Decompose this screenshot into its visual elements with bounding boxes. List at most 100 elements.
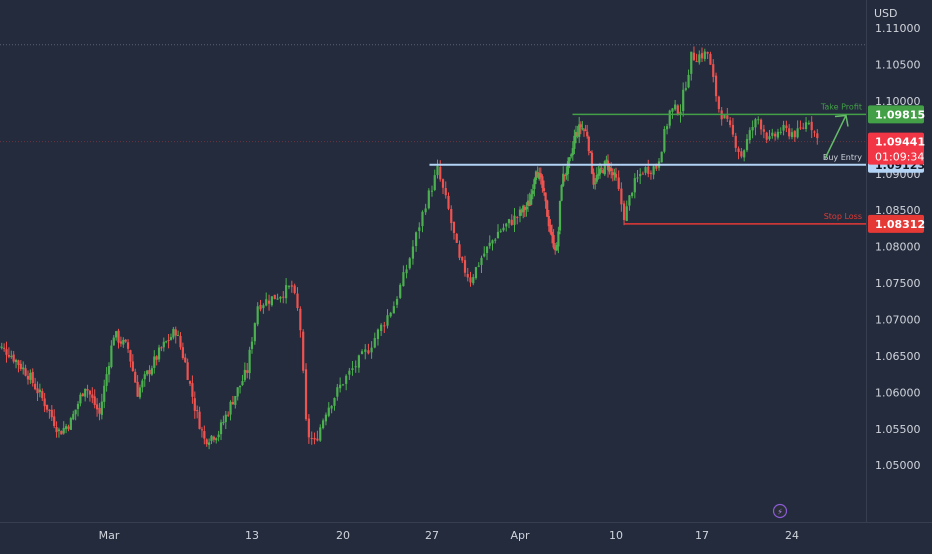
candle-body [453,222,455,233]
candle-body [5,349,7,355]
candle-body [311,438,313,439]
candle-body [782,125,784,131]
candle-body [450,209,452,223]
candle-body [604,161,606,174]
countdown-text: 01:09:34 [875,151,924,164]
candle-body [184,358,186,363]
candle-body [3,348,5,349]
candle-body [813,132,815,133]
candle-body [132,361,134,371]
candle-body [316,439,318,441]
candle-body [325,415,327,422]
time-tick-label: 10 [609,529,623,542]
candle-body [308,419,310,438]
candle-body [282,297,284,298]
candle-body [229,402,231,415]
candle-body [120,341,122,343]
candle-body [687,75,689,88]
candle-body [442,179,444,188]
candle-body [160,347,162,348]
candle-body [666,126,668,129]
candle-body [106,374,108,386]
candle-body [251,342,253,349]
candle-body [634,178,636,192]
candle-body [333,398,335,406]
candle-body [153,356,155,367]
candle-body [134,372,136,383]
candle-body [533,179,535,189]
candle-body [797,128,799,137]
candle-body [456,234,458,243]
take-profit-label: Take Profit [820,102,862,111]
candle-body [586,132,588,137]
candle-body [63,428,65,434]
candle-body [743,150,745,157]
candle-body [740,151,742,156]
candle-body [355,366,357,367]
candle-body [749,130,751,140]
candle-body [489,243,491,246]
candle-body [585,130,587,131]
candle-body [215,438,217,440]
candle-body [191,383,193,397]
candle-body [418,227,420,231]
candle-body [101,402,103,415]
candle-body [65,426,67,429]
candle-body [351,368,353,370]
candle-body [573,136,575,149]
candle-body [421,212,423,226]
candle-body [137,382,139,397]
candle-body [447,196,449,209]
price-tick-label: 1.11000 [875,22,921,35]
candle-body [698,54,700,62]
candle-body [239,386,241,387]
candle-body [715,76,717,97]
candle-body [543,188,545,191]
candle-body [122,340,124,345]
candle-body [799,127,801,128]
candle-body [203,431,205,439]
candle-body [572,148,574,155]
candle-body [29,373,31,380]
candle-body [84,389,86,397]
candle-body [497,232,499,238]
candle-body [232,402,234,404]
candle-body [194,398,196,411]
candle-body [763,129,765,131]
candle-body [559,201,561,231]
candle-body [285,285,287,298]
candle-body [279,297,281,299]
candle-body [546,201,548,217]
candle-body [262,305,264,308]
candle-body [530,194,532,205]
candle-body [342,384,344,385]
candle-body [288,286,290,287]
candle-body [336,387,338,397]
candle-body [177,335,179,336]
candle-body [639,174,641,176]
candle-body [601,168,603,169]
candle-body [467,274,469,277]
candle-body [615,174,617,178]
candle-body [72,414,74,419]
candle-body [198,412,200,429]
candle-body [458,244,460,257]
candle-body [125,340,127,342]
candle-body [36,388,38,393]
candle-body [127,342,129,348]
candle-body [502,228,504,231]
candle-body [244,370,246,380]
candle-body [234,396,236,405]
candle-body [483,254,485,257]
candle-body [380,325,382,331]
candle-body [302,332,304,371]
tradingview-logo[interactable]: ⚡ [774,505,787,518]
candle-body [771,133,773,136]
candle-body [108,366,110,374]
candle-body [704,51,706,58]
candle-body [48,410,50,411]
candle-body [358,355,360,367]
candle-body [445,188,447,195]
